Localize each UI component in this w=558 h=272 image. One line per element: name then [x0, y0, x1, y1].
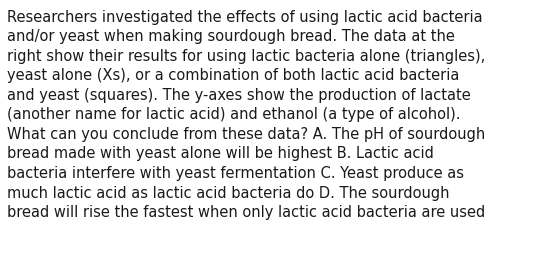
Text: Researchers investigated the effects of using lactic acid bacteria
and/or yeast : Researchers investigated the effects of … — [7, 10, 485, 220]
